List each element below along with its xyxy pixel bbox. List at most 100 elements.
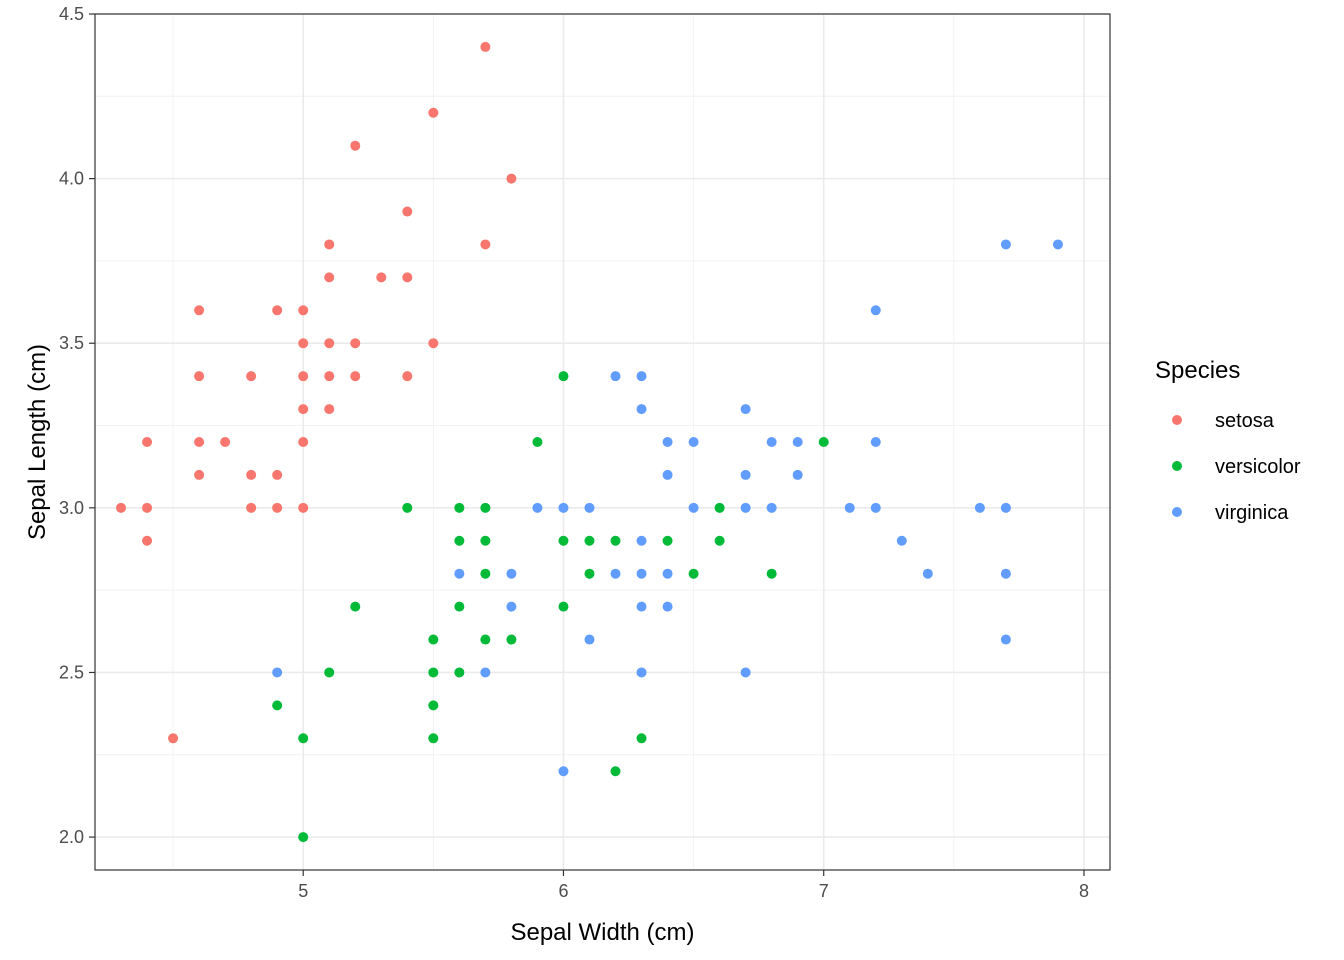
point-setosa <box>402 272 413 283</box>
point-setosa <box>402 371 413 382</box>
point-virginica <box>740 404 751 415</box>
point-setosa <box>350 338 361 349</box>
point-virginica <box>870 305 881 316</box>
point-versicolor <box>428 700 439 711</box>
point-setosa <box>298 305 309 316</box>
point-versicolor <box>818 437 829 447</box>
point-virginica <box>532 502 543 513</box>
point-setosa <box>246 469 257 480</box>
x-tick-label: 8 <box>1079 881 1089 901</box>
point-setosa <box>428 338 439 349</box>
panel-border <box>94 13 1111 871</box>
x-tick-label: 5 <box>298 881 308 901</box>
point-setosa <box>246 371 257 382</box>
point-setosa <box>298 338 309 349</box>
point-versicolor <box>324 667 335 678</box>
point-virginica <box>688 502 699 513</box>
point-virginica <box>792 437 803 447</box>
point-virginica <box>662 568 673 579</box>
point-virginica <box>766 437 777 447</box>
x-axis-title: Sepal Width (cm) <box>510 919 694 946</box>
point-versicolor <box>636 733 647 744</box>
point-setosa <box>298 371 309 382</box>
point-setosa <box>480 239 491 250</box>
point-setosa <box>298 502 309 513</box>
point-virginica <box>636 568 647 579</box>
legend-key-setosa <box>1172 415 1182 425</box>
point-virginica <box>844 502 855 513</box>
point-versicolor <box>714 535 725 546</box>
y-tick-label: 2.0 <box>59 827 84 847</box>
point-versicolor <box>714 502 725 513</box>
point-setosa <box>246 502 257 513</box>
point-virginica <box>610 568 621 579</box>
point-setosa <box>324 239 335 250</box>
point-virginica <box>558 766 569 777</box>
point-setosa <box>298 437 309 447</box>
point-versicolor <box>662 535 673 546</box>
point-virginica <box>870 437 881 447</box>
point-setosa <box>194 305 205 316</box>
point-setosa <box>350 140 361 151</box>
point-virginica <box>636 404 647 415</box>
y-tick-label: 3.5 <box>59 333 84 353</box>
point-versicolor <box>298 832 309 843</box>
point-virginica <box>584 502 595 513</box>
point-versicolor <box>272 700 283 711</box>
point-versicolor <box>506 634 517 645</box>
point-setosa <box>480 41 491 52</box>
point-versicolor <box>480 568 491 579</box>
axes: 5 6 7 8 2.0 2.5 3.0 3.5 4.0 4.5 <box>59 4 1089 901</box>
legend-title: Species <box>1155 357 1240 384</box>
point-setosa <box>376 272 387 283</box>
point-setosa <box>428 107 439 118</box>
point-virginica <box>662 469 673 480</box>
point-setosa <box>116 502 127 513</box>
point-virginica <box>506 568 517 579</box>
y-axis-title: Sepal Length (cm) <box>24 344 51 540</box>
point-setosa <box>272 502 283 513</box>
point-virginica <box>558 502 569 513</box>
point-setosa <box>324 272 335 283</box>
point-virginica <box>454 568 465 579</box>
point-virginica <box>1000 568 1011 579</box>
point-virginica <box>636 667 647 678</box>
point-virginica <box>272 667 283 678</box>
x-tick-label: 6 <box>558 881 568 901</box>
y-tick-label: 4.5 <box>59 4 84 24</box>
point-virginica <box>636 535 647 546</box>
grid-lines <box>95 13 1110 870</box>
point-versicolor <box>454 667 465 678</box>
point-versicolor <box>610 535 621 546</box>
point-virginica <box>766 502 777 513</box>
point-versicolor <box>454 502 465 513</box>
point-versicolor <box>298 733 309 744</box>
point-virginica <box>1052 239 1063 250</box>
legend-label-versicolor: versicolor <box>1215 456 1301 478</box>
point-versicolor <box>558 371 569 382</box>
point-setosa <box>142 437 153 447</box>
point-setosa <box>350 371 361 382</box>
legend-key-virginica <box>1172 507 1182 517</box>
point-versicolor <box>428 733 439 744</box>
legend-label-setosa: setosa <box>1215 410 1275 432</box>
point-setosa <box>194 469 205 480</box>
point-versicolor <box>688 568 699 579</box>
point-virginica <box>870 502 881 513</box>
point-virginica <box>792 469 803 480</box>
point-versicolor <box>558 535 569 546</box>
y-tick-label: 3.0 <box>59 498 84 518</box>
legend-key-versicolor <box>1172 461 1182 471</box>
point-setosa <box>324 371 335 382</box>
point-virginica <box>610 371 621 382</box>
point-versicolor <box>480 502 491 513</box>
point-virginica <box>740 469 751 480</box>
point-virginica <box>740 502 751 513</box>
data-points <box>116 41 1063 843</box>
point-versicolor <box>532 437 543 447</box>
point-versicolor <box>454 535 465 546</box>
point-virginica <box>974 502 985 513</box>
point-versicolor <box>402 502 413 513</box>
